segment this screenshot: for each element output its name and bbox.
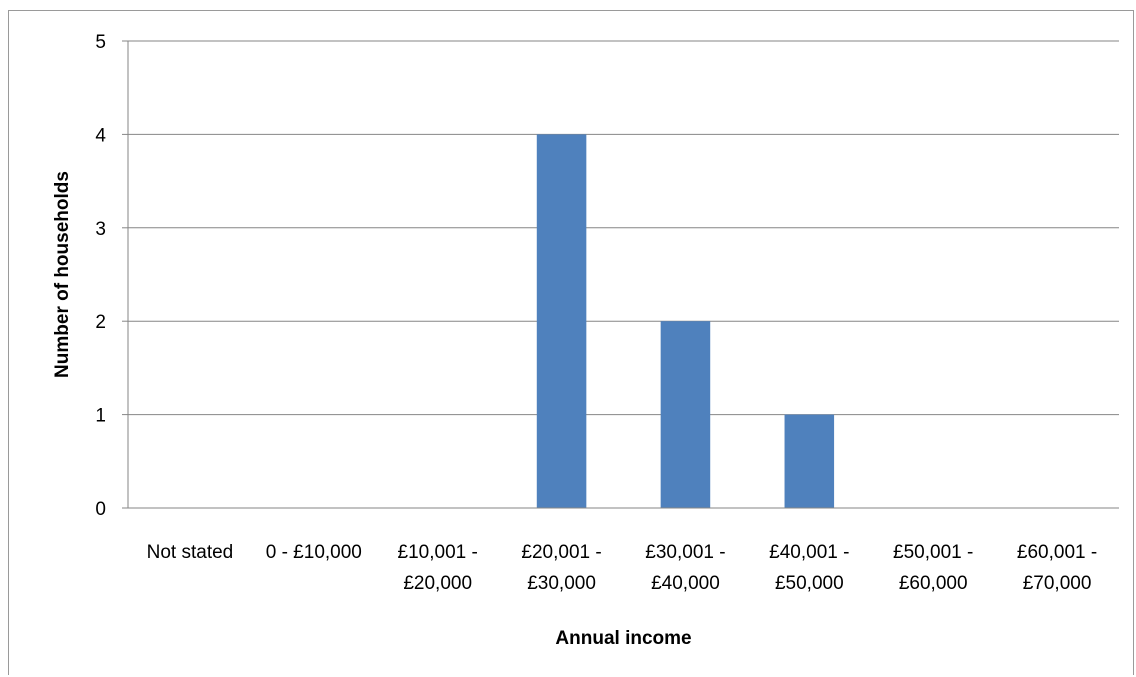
x-tick-labels: Not stated 0 - £10,000 £10,001 -£20,000 £20…	[147, 542, 1098, 594]
x-tick-label: £20,001 -£30,000	[521, 542, 601, 594]
x-tick-label: £60,001 -£70,000	[1017, 542, 1097, 594]
axes	[122, 40, 1119, 509]
y-tick-labels: 0 1 2 3 4 5	[95, 32, 106, 520]
bar	[660, 321, 711, 508]
bar	[784, 414, 835, 508]
bar	[536, 134, 587, 508]
x-tick-label: £10,001 -£20,000	[398, 542, 478, 594]
x-tick-label: 0 - £10,000	[266, 542, 362, 563]
y-tick-label: 1	[95, 406, 106, 427]
y-tick-label: 3	[95, 219, 106, 240]
y-tick-label: 0	[95, 499, 106, 520]
y-tick-label: 4	[95, 125, 106, 146]
gridlines	[128, 40, 1119, 416]
chart-frame	[8, 10, 1134, 675]
y-tick-label: 5	[95, 32, 106, 53]
x-tick-label: Not stated	[147, 542, 234, 563]
x-tick-label: £50,001 -£60,000	[893, 542, 973, 594]
y-tick-label: 2	[95, 312, 106, 333]
bars	[536, 134, 835, 508]
y-axis-title: Number of households	[52, 171, 73, 378]
x-tick-label: £40,001 -£50,000	[769, 542, 849, 594]
x-tick-label: £30,001 -£40,000	[645, 542, 725, 594]
x-axis-title: Annual income	[555, 628, 691, 649]
